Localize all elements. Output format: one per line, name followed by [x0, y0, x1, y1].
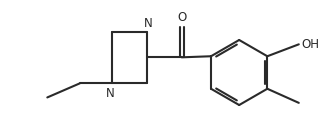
Text: N: N [144, 17, 152, 30]
Text: N: N [106, 87, 115, 100]
Text: OH: OH [301, 38, 319, 51]
Text: O: O [177, 11, 186, 24]
